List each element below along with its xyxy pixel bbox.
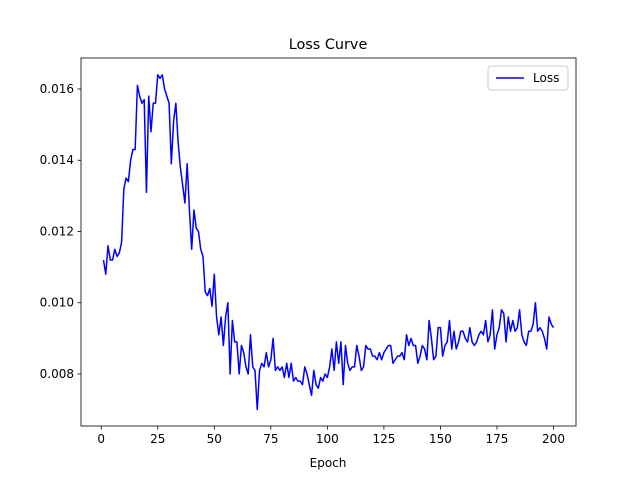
x-tick-label: 50	[207, 432, 222, 446]
axes-frame	[80, 57, 577, 427]
x-tick-label: 0	[97, 432, 105, 446]
x-tick-label: 100	[316, 432, 339, 446]
x-tick-label: 150	[429, 432, 452, 446]
x-axis-label: Epoch	[310, 456, 347, 470]
loss-line	[102, 73, 555, 411]
x-tick-label: 200	[542, 432, 565, 446]
y-tick-label: 0.010	[40, 296, 74, 310]
x-tick-label: 25	[150, 432, 165, 446]
y-tick-label: 0.012	[40, 224, 74, 238]
y-tick-label: 0.016	[40, 82, 74, 96]
y-tick-label: 0.008	[40, 367, 74, 381]
x-tick-label: 75	[263, 432, 278, 446]
x-tick-label: 125	[372, 432, 395, 446]
y-tick-label: 0.014	[40, 153, 74, 167]
chart-title: Loss Curve	[289, 37, 368, 53]
legend-box	[487, 65, 569, 91]
x-tick-label: 175	[486, 432, 509, 446]
legend-label: Loss	[533, 71, 559, 85]
